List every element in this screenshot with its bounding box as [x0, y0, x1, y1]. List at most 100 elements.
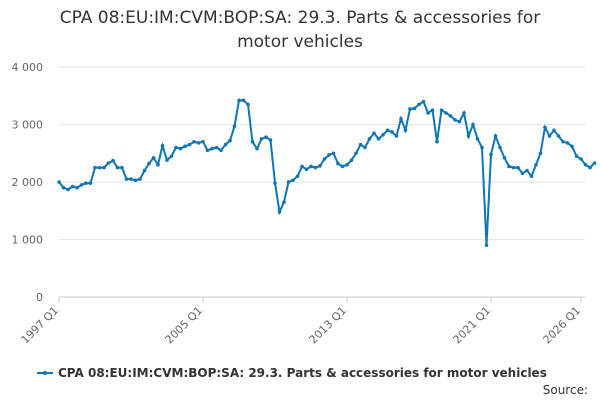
point: [381, 133, 385, 137]
point: [156, 162, 160, 167]
point: [354, 151, 358, 156]
point: [93, 165, 97, 170]
point: [511, 165, 516, 170]
point: [228, 138, 232, 143]
point: [286, 180, 291, 184]
point: [84, 181, 88, 185]
point: [448, 114, 453, 118]
point: [120, 165, 124, 170]
point: [340, 164, 345, 169]
point: [439, 108, 444, 112]
point: [210, 146, 214, 151]
point: [66, 187, 70, 192]
legend-label: CPA 08:EU:IM:CVM:BOP:SA: 29.3. Parts & a…: [58, 366, 547, 380]
point: [61, 185, 66, 190]
point: [430, 108, 435, 112]
point: [268, 138, 273, 142]
point: [538, 151, 543, 156]
point: [394, 134, 399, 138]
point: [129, 177, 133, 181]
point: [124, 177, 129, 181]
point: [556, 134, 561, 138]
point: [444, 111, 448, 115]
point: [516, 165, 520, 170]
point: [106, 161, 111, 165]
point: [250, 139, 255, 144]
point: [138, 177, 142, 181]
point: [547, 134, 552, 138]
point: [336, 161, 340, 166]
y-tick-label: 3 000: [12, 119, 44, 132]
x-tick-label: 2013 Q1: [307, 304, 350, 347]
point: [313, 165, 318, 170]
point: [133, 178, 138, 183]
point: [201, 139, 205, 144]
point: [102, 165, 106, 170]
point: [259, 137, 264, 141]
point: [151, 156, 156, 160]
point: [295, 174, 300, 179]
point: [466, 134, 471, 138]
point: [169, 154, 174, 158]
point: [277, 210, 282, 214]
point: [318, 164, 322, 168]
point: [534, 162, 538, 167]
point: [489, 152, 493, 157]
point: [453, 118, 457, 122]
point: [178, 146, 183, 151]
point: [475, 137, 480, 141]
point: [592, 161, 597, 165]
point: [241, 98, 246, 103]
x-tick-label: 2005 Q1: [163, 304, 206, 347]
series-line: [58, 99, 596, 246]
point: [484, 243, 489, 248]
point: [147, 161, 151, 166]
point: [174, 145, 178, 150]
point: [583, 162, 588, 167]
point: [187, 142, 192, 147]
source: Source:: [543, 383, 588, 397]
point: [462, 111, 466, 115]
point: [529, 174, 534, 179]
point: [97, 165, 102, 170]
point: [142, 168, 147, 173]
point: [309, 164, 313, 169]
point: [385, 128, 390, 133]
y-tick-label: 1 000: [12, 234, 44, 247]
point: [322, 157, 327, 161]
point: [223, 142, 228, 147]
point: [282, 200, 286, 204]
point: [399, 116, 403, 121]
point: [561, 139, 565, 144]
point: [543, 125, 547, 130]
point: [403, 128, 408, 133]
point: [264, 135, 268, 139]
point: [421, 99, 426, 104]
point: [165, 158, 169, 162]
x-tick-label: 2026 Q1: [541, 304, 584, 347]
point: [115, 165, 120, 170]
point: [111, 158, 115, 163]
point: [273, 181, 277, 185]
point: [219, 148, 223, 153]
point: [214, 145, 219, 150]
x-tick-label: 2021 Q1: [451, 304, 494, 347]
point: [507, 164, 511, 169]
point: [205, 148, 210, 153]
point: [498, 145, 502, 150]
legend-marker: [43, 371, 47, 375]
point: [255, 146, 259, 151]
point: [232, 124, 237, 129]
point: [390, 130, 394, 134]
point: [331, 151, 336, 156]
point: [75, 185, 79, 190]
y-tick-label: 2 000: [12, 176, 44, 189]
point: [183, 144, 187, 149]
point: [471, 122, 475, 127]
point: [426, 111, 430, 115]
y-tick-label: 4 000: [12, 61, 44, 74]
point: [79, 183, 84, 187]
point: [412, 106, 417, 111]
